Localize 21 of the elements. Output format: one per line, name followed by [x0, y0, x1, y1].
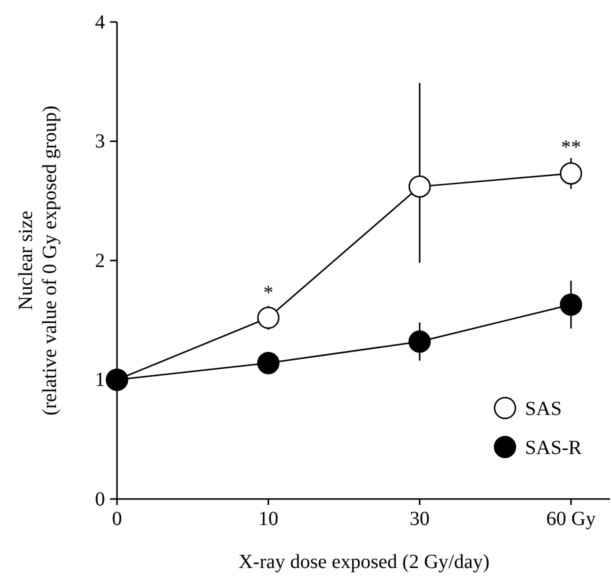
- y-tick-label: 3: [95, 130, 105, 153]
- legend-label: SAS-R: [525, 437, 582, 459]
- point: [408, 175, 431, 198]
- point: [257, 352, 280, 374]
- y-tick-label: 1: [95, 369, 105, 392]
- y-tick-label: 2: [95, 250, 105, 272]
- x-tick-label: 10: [258, 508, 278, 530]
- x-tick-label: 60 Gy: [546, 508, 596, 530]
- point: [560, 293, 582, 316]
- annotation: **: [561, 136, 581, 159]
- x-axis-title: X-ray dose exposed (2 Gy/day): [238, 551, 490, 573]
- annotation: *: [263, 282, 274, 304]
- x-tick-label: 30: [410, 508, 430, 530]
- point: [257, 306, 280, 329]
- point: [408, 330, 431, 353]
- y-tick-label: 4: [95, 11, 105, 34]
- y-axis-title: Nuclear size (relative value of 0 Gy exposed group): [15, 106, 61, 416]
- y-tick-label: 0: [95, 488, 105, 510]
- legend-label: SAS: [525, 398, 562, 420]
- x-tick-label: 0: [112, 508, 122, 530]
- point: [560, 162, 582, 185]
